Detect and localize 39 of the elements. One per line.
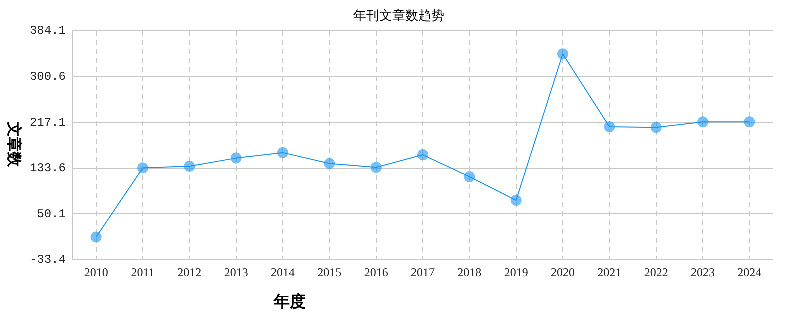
chart-title: 年刊文章数趋势 — [352, 8, 446, 25]
x-tick-label: 2013 — [224, 265, 248, 280]
x-tick-label: 2015 — [318, 265, 342, 280]
y-axis-title: 文章数 — [4, 121, 24, 169]
point — [418, 150, 428, 161]
x-tick-label: 2014 — [271, 265, 295, 280]
point — [138, 162, 148, 174]
x-tick-label: 2024 — [738, 265, 762, 280]
x-tick-label: 2023 — [691, 265, 715, 280]
point — [278, 147, 288, 158]
x-tick-label: 2017 — [411, 265, 435, 280]
point — [324, 158, 336, 170]
y-tick-label: 50.1 — [37, 207, 66, 222]
x-tick-label: 2019 — [504, 265, 528, 280]
y-tick-label: -33.4 — [30, 253, 66, 268]
x-tick-label: 2022 — [644, 265, 668, 280]
x-axis-title: 年度 — [272, 292, 307, 313]
y-tick-label: 384.1 — [30, 24, 66, 38]
point — [744, 116, 756, 128]
point — [510, 195, 522, 206]
x-tick-label: 2020 — [551, 265, 575, 280]
x-tick-label: 2010 — [84, 265, 108, 280]
point — [230, 152, 242, 164]
y-tick-label: 133.6 — [30, 162, 66, 176]
point — [464, 171, 476, 182]
x-tick-label: 2018 — [458, 265, 482, 280]
x-tick-label: 2021 — [598, 265, 622, 280]
point — [650, 122, 662, 134]
point — [558, 48, 568, 60]
point — [370, 162, 382, 174]
point — [90, 232, 102, 243]
x-tick-label: 2011 — [131, 265, 155, 280]
point — [184, 161, 196, 172]
point — [698, 116, 708, 128]
y-tick-label: 217.1 — [30, 116, 66, 130]
x-tick-label: 2016 — [364, 265, 388, 280]
point — [604, 122, 616, 133]
y-tick-label: 300.6 — [30, 70, 66, 84]
x-tick-label: 2012 — [178, 265, 202, 280]
